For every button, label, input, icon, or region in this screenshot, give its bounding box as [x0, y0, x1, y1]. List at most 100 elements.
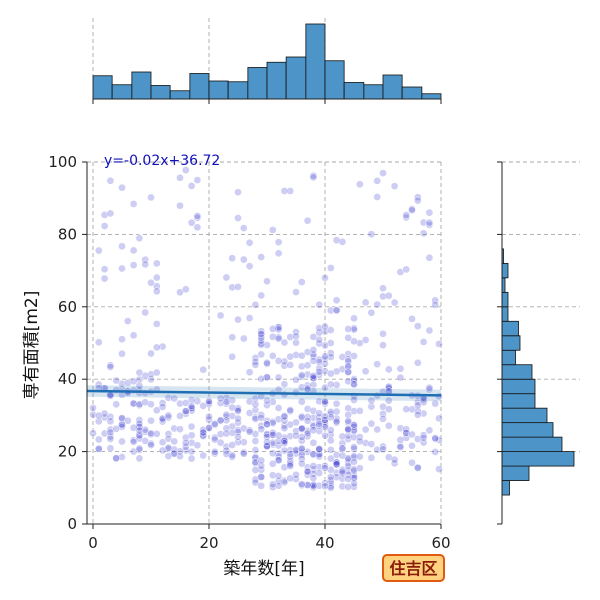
- scatter-point: [274, 249, 283, 258]
- scatter-point: [350, 479, 358, 488]
- scatter-point: [280, 439, 289, 447]
- scatter-point: [413, 435, 422, 443]
- scatter-point: [419, 338, 428, 346]
- scatter-point: [338, 432, 347, 441]
- scatter-point: [309, 357, 318, 365]
- scatter-point: [297, 480, 306, 488]
- scatter-point: [286, 450, 295, 458]
- scatter-point: [112, 376, 121, 385]
- scatter-point: [205, 412, 213, 421]
- scatter-point: [367, 308, 376, 317]
- scatter-point: [158, 399, 167, 407]
- scatter-point: [228, 254, 237, 263]
- scatter-point: [268, 226, 277, 234]
- scatter-point: [152, 273, 161, 282]
- scatter-point: [286, 459, 295, 467]
- right-hist-bar: [501, 320, 519, 337]
- scatter-point: [112, 425, 121, 433]
- scatter-point: [268, 428, 277, 437]
- scatter-point: [303, 432, 312, 441]
- scatter-point: [413, 410, 422, 419]
- scatter-point: [268, 480, 277, 489]
- scatter-point: [263, 420, 271, 429]
- scatter-point: [332, 460, 341, 469]
- scatter-point: [147, 370, 155, 379]
- scatter-point: [199, 431, 208, 440]
- scatter-point: [94, 435, 103, 444]
- scatter-point: [245, 238, 254, 247]
- scatter-point: [94, 246, 103, 255]
- scatter-point: [245, 262, 254, 271]
- scatter-point: [268, 471, 277, 480]
- scatter-point: [408, 430, 416, 439]
- scatter-point: [355, 407, 364, 415]
- scatter-point: [129, 331, 138, 340]
- scatter-point: [379, 284, 387, 293]
- scatter-point: [205, 423, 213, 432]
- scatter-point: [309, 450, 318, 459]
- scatter-point: [199, 428, 208, 437]
- scatter-point: [350, 325, 358, 334]
- scatter-point: [147, 193, 155, 202]
- scatter-point: [268, 483, 277, 492]
- scatter-point: [251, 446, 260, 454]
- main-axes: 0 20 40 60 0 20 40 60 80 100: [48, 153, 450, 552]
- scatter-point: [286, 406, 295, 414]
- scatter-point: [118, 264, 126, 273]
- scatter-point: [350, 433, 358, 442]
- scatter-point: [152, 259, 161, 268]
- scatter-point: [158, 417, 167, 426]
- scatter-point: [309, 438, 318, 447]
- scatter-point: [158, 446, 167, 455]
- scatter-point: [332, 451, 341, 459]
- scatter-point: [135, 426, 144, 435]
- scatter-point: [286, 420, 295, 429]
- scatter-point: [350, 452, 358, 460]
- scatter-point: [350, 380, 358, 389]
- scatter-point: [321, 399, 329, 408]
- scatter-point: [431, 399, 440, 408]
- right-hist-bar: [501, 306, 509, 322]
- scatter-point: [118, 242, 126, 251]
- scatter-point: [402, 405, 411, 414]
- scatter-point: [435, 436, 443, 444]
- scatter-point: [228, 428, 237, 437]
- scatter-point: [141, 308, 150, 317]
- scatter-point: [152, 320, 161, 328]
- scatter-point: [187, 454, 196, 463]
- scatter-point: [193, 397, 202, 406]
- scatter-point: [89, 429, 97, 438]
- scatter-point: [280, 424, 289, 433]
- scatter-point: [251, 466, 260, 474]
- scatter-point: [332, 399, 341, 408]
- scatter-point: [373, 177, 382, 185]
- scatter-point: [176, 452, 184, 461]
- scatter-point: [297, 424, 306, 433]
- scatter-point: [268, 440, 277, 449]
- scatter-point: [326, 436, 335, 445]
- scatter-point: [315, 463, 324, 471]
- scatter-points: [89, 166, 443, 492]
- scatter-point: [344, 410, 353, 419]
- scatter-point: [431, 300, 440, 309]
- scatter-point: [309, 426, 318, 435]
- scatter-point: [332, 306, 341, 314]
- scatter-point: [361, 367, 370, 376]
- scatter-point: [338, 237, 347, 246]
- scatter-point: [170, 424, 179, 433]
- scatter-point: [274, 415, 283, 424]
- scatter-point: [419, 433, 428, 442]
- scatter-point: [321, 341, 329, 350]
- scatter-point: [164, 430, 173, 438]
- scatter-point: [350, 421, 358, 429]
- scatter-point: [222, 446, 231, 455]
- scatter-point: [141, 425, 150, 434]
- scatter-point: [268, 419, 277, 427]
- scatter-point: [147, 429, 155, 438]
- scatter-point: [164, 434, 173, 443]
- scatter-point: [181, 166, 190, 175]
- scatter-point: [309, 173, 318, 182]
- scatter-point: [435, 414, 443, 423]
- scatter-point: [419, 229, 428, 238]
- scatter-point: [361, 439, 370, 447]
